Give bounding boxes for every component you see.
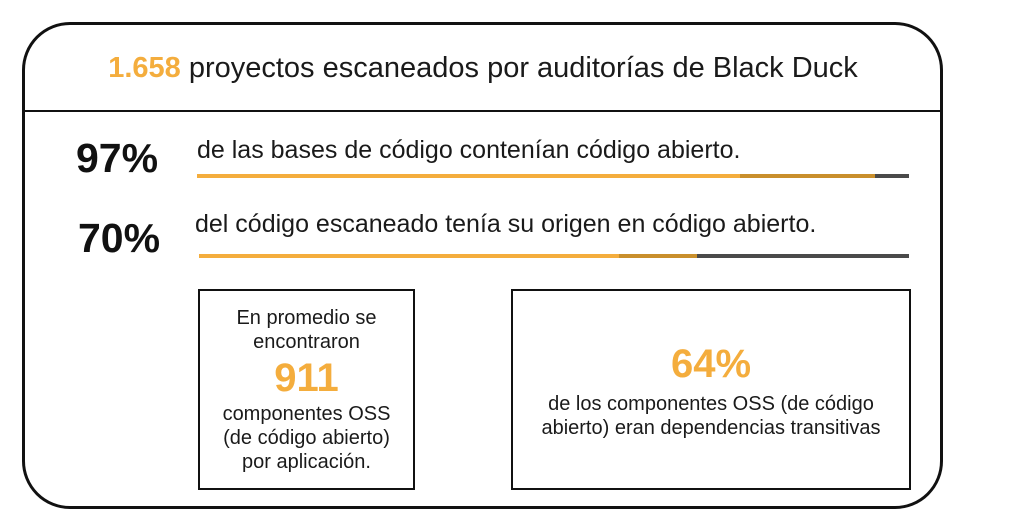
stat-row-open-source-codebases: 97% de las bases de código contenían cód… (0, 128, 1024, 188)
stat-percent: 97% (76, 135, 159, 181)
transitive-percent: 64% (670, 341, 752, 386)
transitive-dependencies-box: 64% de los componentes OSS (de código ab… (511, 289, 911, 490)
bar-segment (875, 174, 909, 178)
box-text: En promedio se (236, 306, 377, 329)
box-text: componentes OSS (222, 402, 391, 425)
bar-segment (619, 254, 697, 258)
box-text: encontraron (253, 330, 360, 353)
bar-segment (197, 174, 740, 178)
stat-bar-1 (197, 174, 909, 178)
stat-row-open-source-origin: 70% del código escaneado tenía su origen… (0, 206, 1024, 266)
components-count: 911 (274, 355, 339, 400)
stat-percent: 70% (78, 215, 161, 261)
bar-segment (697, 254, 909, 258)
components-per-app-box: En promedio se encontraron 911 component… (198, 289, 415, 490)
infographic-frame (22, 22, 943, 509)
bar-segment (199, 254, 619, 258)
box-text: abierto) eran dependencias transitivas (541, 416, 881, 439)
stat-bar-2 (199, 254, 909, 258)
headline: 1.658 proyectos escaneados por auditoría… (0, 44, 966, 92)
projects-count: 1.658 (108, 52, 181, 84)
stat-text: de las bases de código contenían código … (197, 136, 741, 164)
box-text: por aplicación. (242, 450, 371, 473)
header-divider (22, 110, 943, 112)
box-text: (de código abierto) (223, 426, 390, 449)
stat-text: del código escaneado tenía su origen en … (195, 210, 817, 238)
bar-segment (740, 174, 875, 178)
headline-text: proyectos escaneados por auditorías de B… (180, 52, 858, 84)
box-text: de los componentes OSS (de código (548, 392, 874, 415)
